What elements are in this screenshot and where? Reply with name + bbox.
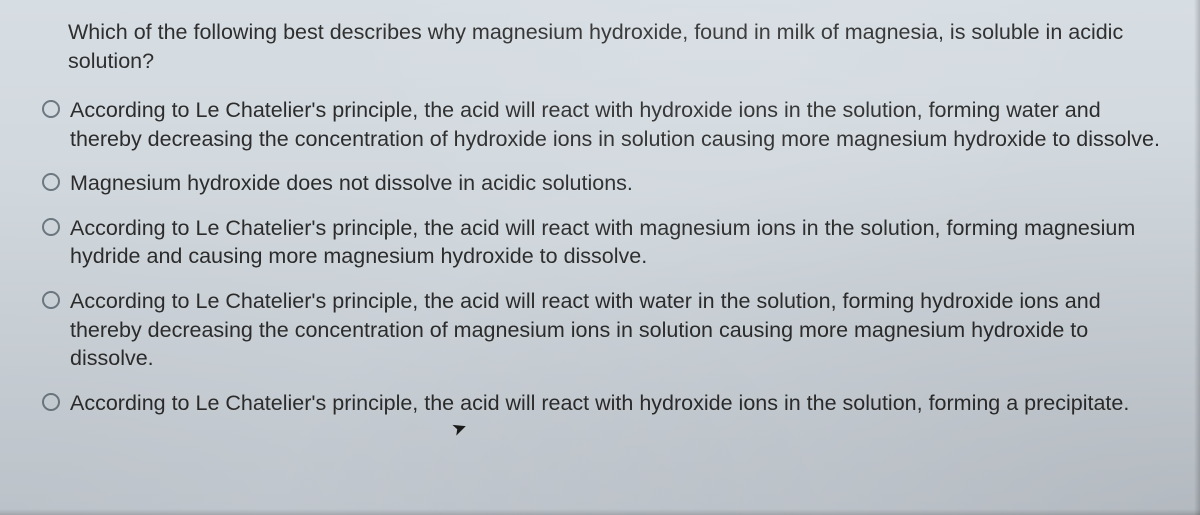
- option-text: According to Le Chatelier's principle, t…: [70, 389, 1129, 418]
- edge-shadow-bottom: [0, 509, 1200, 515]
- option-text: According to Le Chatelier's principle, t…: [70, 96, 1166, 153]
- option-row[interactable]: According to Le Chatelier's principle, t…: [68, 96, 1166, 153]
- option-row[interactable]: According to Le Chatelier's principle, t…: [68, 287, 1166, 373]
- radio-icon[interactable]: [42, 393, 60, 411]
- option-text: Magnesium hydroxide does not dissolve in…: [70, 169, 633, 198]
- radio-icon[interactable]: [42, 291, 60, 309]
- option-text: According to Le Chatelier's principle, t…: [70, 214, 1166, 271]
- option-row[interactable]: According to Le Chatelier's principle, t…: [68, 214, 1166, 271]
- option-row[interactable]: According to Le Chatelier's principle, t…: [68, 389, 1166, 418]
- radio-icon[interactable]: [42, 173, 60, 191]
- radio-icon[interactable]: [42, 100, 60, 118]
- option-row[interactable]: Magnesium hydroxide does not dissolve in…: [68, 169, 1166, 198]
- option-text: According to Le Chatelier's principle, t…: [70, 287, 1166, 373]
- radio-icon[interactable]: [42, 218, 60, 236]
- cursor-icon: ➤: [449, 416, 470, 441]
- edge-shadow-right: [1194, 0, 1200, 515]
- question-text: Which of the following best describes wh…: [68, 18, 1166, 76]
- options-list: According to Le Chatelier's principle, t…: [68, 96, 1166, 417]
